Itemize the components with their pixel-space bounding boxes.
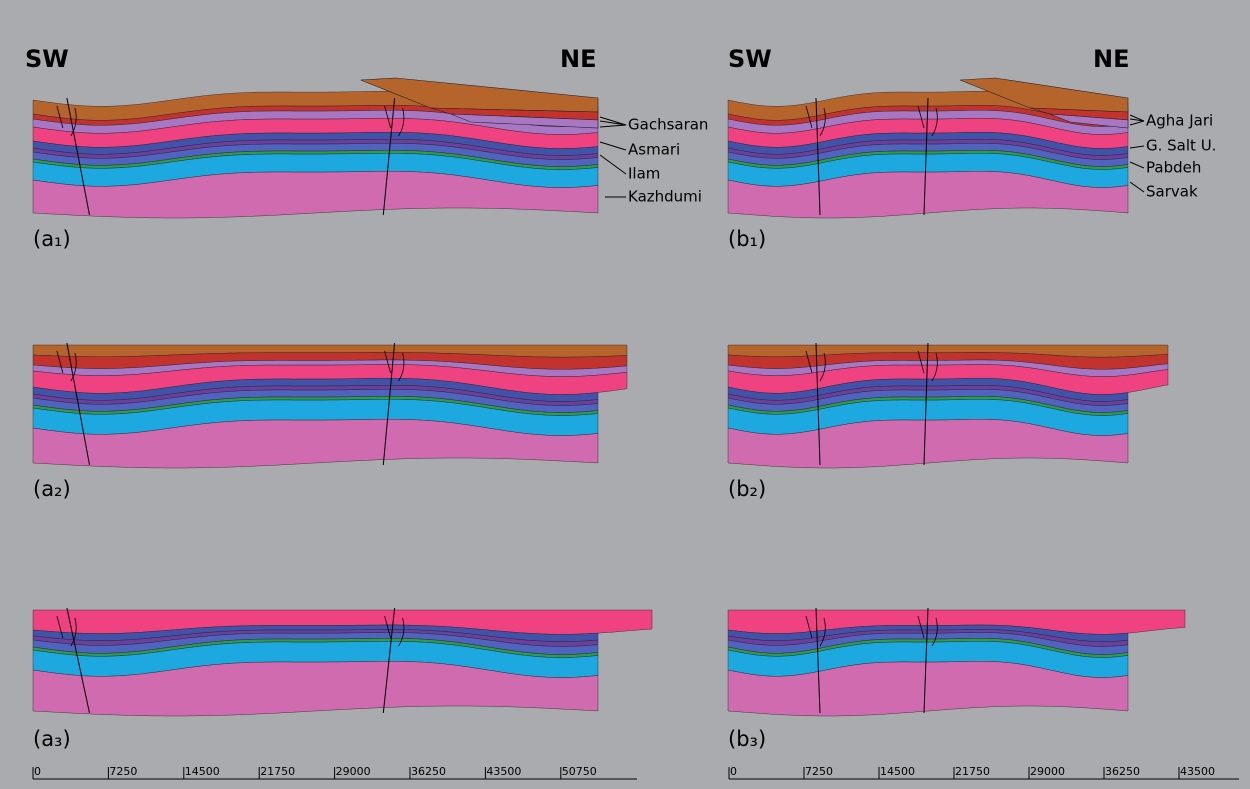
panel-label: (a₁): [33, 227, 71, 251]
figure: SW NE SW NE Gachsaran Asmari Ilam Kazhdu…: [0, 0, 1250, 789]
panel-label: (a₃): [33, 727, 71, 751]
panel-label: (b₂): [728, 477, 766, 501]
formation-label: Agha Jari: [1146, 112, 1213, 130]
formation-label: Kazhdumi: [628, 188, 702, 206]
scale-tick-label: 43500: [486, 765, 521, 778]
ne-header: NE: [1093, 45, 1129, 73]
panel-label: (b₃): [728, 727, 766, 751]
scale-tick-label: 29000: [1030, 765, 1065, 778]
scale-tick-label: 0: [730, 765, 737, 778]
formation-label: G. Salt U.: [1146, 137, 1216, 155]
formation-label: Ilam: [628, 165, 660, 183]
scale-tick-label: 29000: [336, 765, 371, 778]
formation-label: Sarvak: [1146, 183, 1198, 201]
scale-tick-label: 14500: [880, 765, 915, 778]
scale-tick-label: 14500: [185, 765, 220, 778]
formation-label: Pabdeh: [1146, 159, 1201, 177]
scale-tick-label: 36250: [411, 765, 446, 778]
panel-label: (b₁): [728, 227, 766, 251]
scale-tick-label: 50750: [562, 765, 597, 778]
ne-header: NE: [560, 45, 596, 73]
scale-tick-label: 21750: [260, 765, 295, 778]
scale-tick-label: 7250: [109, 765, 137, 778]
scale-tick-label: 21750: [955, 765, 990, 778]
sw-header: SW: [25, 45, 69, 73]
formation-label: Gachsaran: [628, 116, 708, 134]
scale-tick-label: 43500: [1180, 765, 1215, 778]
sw-header: SW: [728, 45, 772, 73]
scale-tick-label: 0: [34, 765, 41, 778]
formation-label: Asmari: [628, 141, 680, 159]
scale-tick-label: 36250: [1105, 765, 1140, 778]
scale-tick-label: 7250: [805, 765, 833, 778]
panel-label: (a₂): [33, 477, 71, 501]
